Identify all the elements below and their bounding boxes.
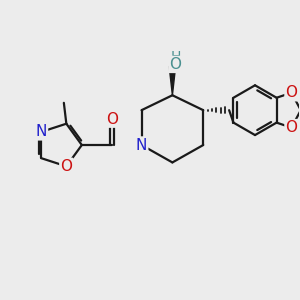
Text: O: O [60,159,72,174]
Text: O: O [169,57,181,72]
Text: H: H [170,50,181,64]
Text: O: O [286,85,298,100]
Text: N: N [36,124,47,140]
Text: O: O [106,112,118,127]
Polygon shape [169,66,176,95]
Text: O: O [286,120,298,135]
Text: N: N [136,137,147,152]
